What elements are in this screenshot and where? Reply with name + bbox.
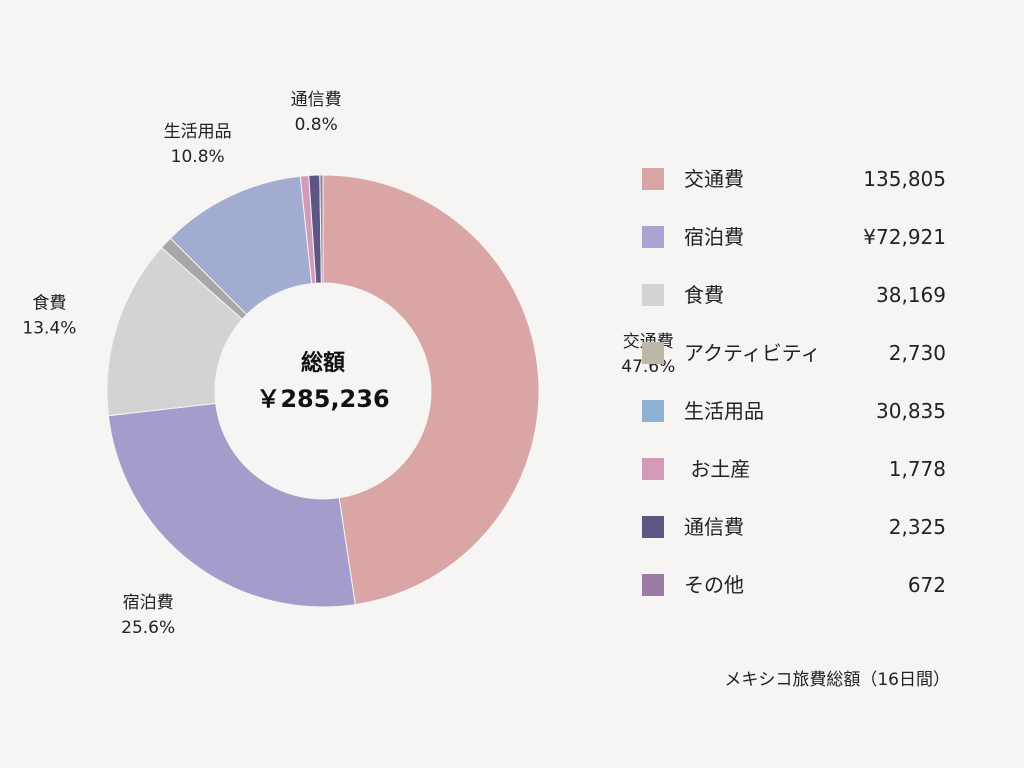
- slice-label-percent: 0.8%: [295, 115, 338, 135]
- slice-宿泊費: [107, 402, 356, 608]
- legend: 交通費 135,805 宿泊費 ¥72,921 食費 38,169 アクティビティ 2,730…: [642, 165, 952, 629]
- legend-item: お土産 1,778: [642, 455, 952, 513]
- legend-label: その他: [684, 573, 744, 597]
- slice-その他: [319, 174, 324, 284]
- slice-label-name: 食費: [32, 293, 66, 313]
- legend-label: 食費: [684, 283, 724, 307]
- slice-label-name: 生活用品: [164, 122, 232, 142]
- slice-label-percent: 25.6%: [121, 618, 175, 638]
- legend-item: 通信費 2,325: [642, 513, 952, 571]
- legend-swatch: [642, 458, 664, 480]
- legend-swatch: [642, 226, 664, 248]
- legend-label: 交通費: [684, 167, 744, 191]
- center-total: ￥285,236: [256, 385, 389, 413]
- donut-slices: [106, 174, 540, 608]
- legend-value: 2,325: [888, 515, 946, 539]
- legend-label: アクティビティ: [684, 341, 821, 365]
- legend-label: 生活用品: [684, 399, 764, 423]
- legend-item: 食費 38,169: [642, 281, 952, 339]
- slice-label-percent: 13.4%: [22, 318, 76, 338]
- slice-交通費: [322, 174, 540, 606]
- legend-value: 38,169: [876, 283, 946, 307]
- legend-swatch: [642, 168, 664, 190]
- legend-label: 通信費: [684, 515, 744, 539]
- legend-label: 宿泊費: [684, 225, 744, 249]
- legend-value: 135,805: [863, 167, 946, 191]
- legend-value: 1,778: [888, 457, 946, 481]
- chart-caption: メキシコ旅費総額（16日間）: [724, 670, 950, 690]
- legend-value: 30,835: [876, 399, 946, 423]
- legend-swatch: [642, 342, 664, 364]
- center-title: 総額: [301, 350, 345, 376]
- slice-label-percent: 10.8%: [171, 147, 225, 167]
- legend-item: アクティビティ 2,730: [642, 339, 952, 397]
- legend-swatch: [642, 516, 664, 538]
- legend-value: ¥72,921: [863, 225, 946, 249]
- legend-item: 交通費 135,805: [642, 165, 952, 223]
- slice-label-name: 宿泊費: [123, 593, 174, 613]
- legend-value: 2,730: [888, 341, 946, 365]
- legend-swatch: [642, 284, 664, 306]
- legend-value: 672: [907, 573, 946, 597]
- legend-item: 宿泊費 ¥72,921: [642, 223, 952, 281]
- slice-label-name: 通信費: [291, 90, 342, 110]
- legend-item: その他 672: [642, 571, 952, 629]
- legend-label: お土産: [684, 457, 751, 481]
- legend-swatch: [642, 400, 664, 422]
- legend-swatch: [642, 574, 664, 596]
- legend-item: 生活用品 30,835: [642, 397, 952, 455]
